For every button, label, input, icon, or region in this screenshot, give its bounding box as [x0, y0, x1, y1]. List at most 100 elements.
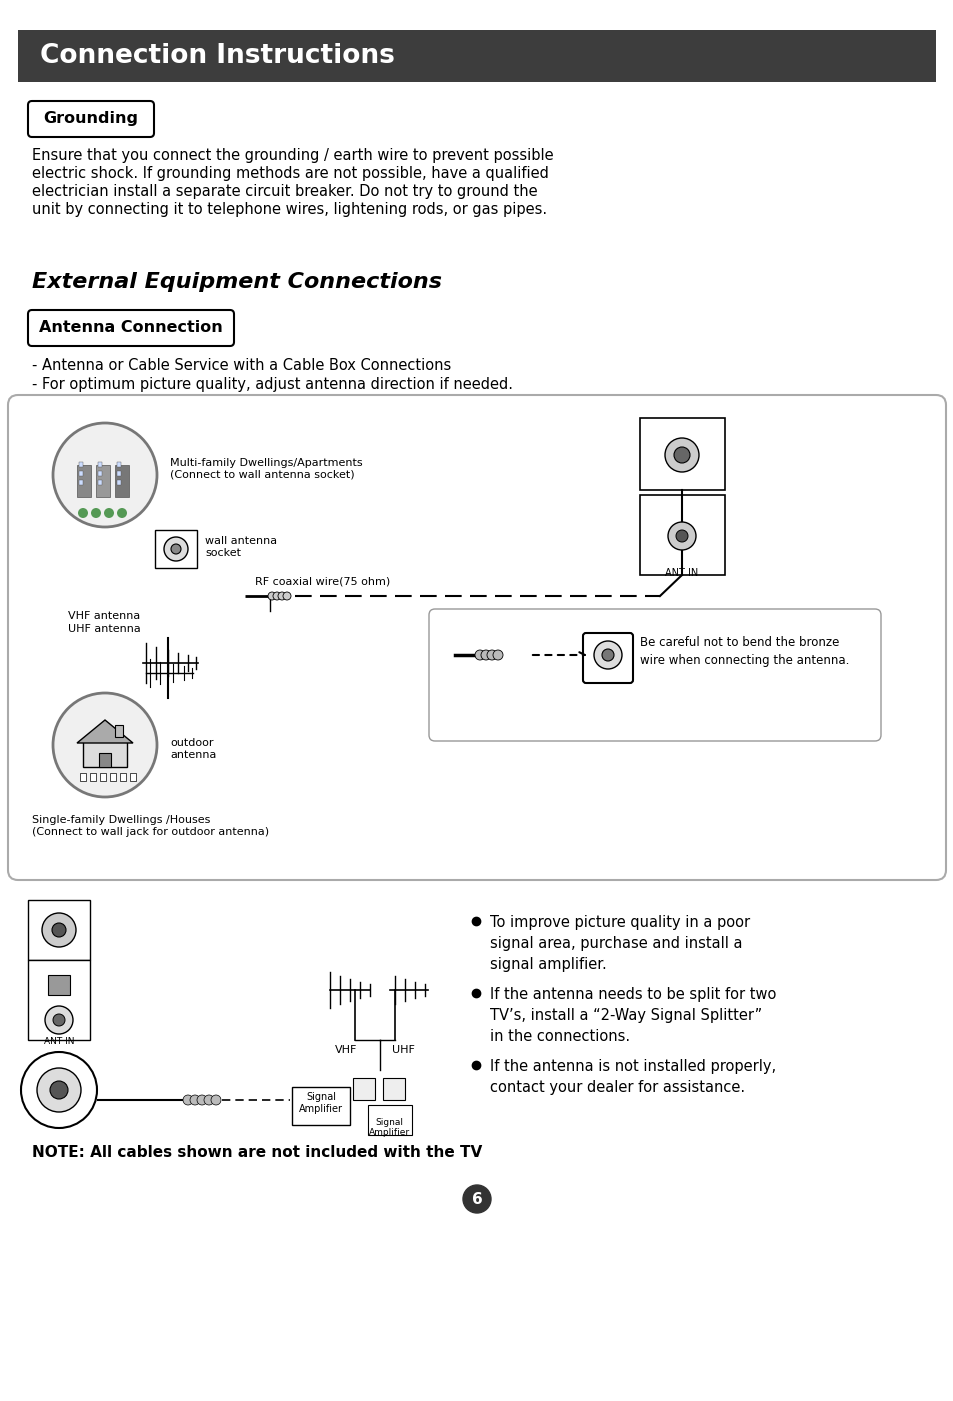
Circle shape — [211, 1096, 221, 1105]
Bar — [154, 530, 196, 567]
Bar — [98, 471, 102, 476]
Bar — [99, 752, 111, 766]
Circle shape — [190, 1096, 200, 1105]
Text: 6: 6 — [471, 1191, 482, 1206]
Text: wall antenna
socket: wall antenna socket — [205, 537, 276, 558]
Circle shape — [283, 593, 291, 600]
Bar — [117, 462, 121, 467]
Bar — [79, 481, 83, 485]
Circle shape — [171, 544, 181, 553]
FancyBboxPatch shape — [8, 395, 945, 880]
Circle shape — [164, 537, 188, 560]
Bar — [130, 773, 136, 780]
Circle shape — [204, 1096, 213, 1105]
Bar — [77, 465, 91, 497]
Circle shape — [91, 509, 101, 518]
Circle shape — [273, 593, 281, 600]
Circle shape — [196, 1096, 207, 1105]
Circle shape — [664, 439, 699, 472]
Bar — [96, 465, 110, 497]
Text: - Antenna or Cable Service with a Cable Box Connections: - Antenna or Cable Service with a Cable … — [32, 359, 451, 373]
Bar — [28, 899, 90, 960]
Text: If the antenna needs to be split for two
TV’s, install a “2-Way Signal Splitter”: If the antenna needs to be split for two… — [490, 986, 776, 1044]
FancyBboxPatch shape — [28, 101, 153, 137]
Bar — [98, 462, 102, 467]
Text: UHF: UHF — [392, 1045, 415, 1055]
Text: outdoor
antenna: outdoor antenna — [170, 738, 216, 759]
Bar — [292, 1087, 350, 1125]
Circle shape — [53, 693, 157, 797]
Bar — [83, 738, 127, 766]
Circle shape — [277, 593, 286, 600]
Bar — [100, 773, 106, 780]
Text: VHF: VHF — [335, 1045, 357, 1055]
FancyBboxPatch shape — [429, 609, 880, 741]
Bar — [98, 481, 102, 485]
Bar — [28, 960, 90, 1040]
Text: Connection Instructions: Connection Instructions — [40, 43, 395, 69]
Circle shape — [601, 649, 614, 661]
Bar — [115, 465, 129, 497]
FancyBboxPatch shape — [582, 633, 633, 684]
Circle shape — [42, 913, 76, 947]
Text: Be careful not to bend the bronze
wire when connecting the antenna.: Be careful not to bend the bronze wire w… — [639, 636, 848, 667]
Circle shape — [462, 1185, 491, 1213]
Bar — [368, 1105, 412, 1135]
Circle shape — [53, 423, 157, 527]
Circle shape — [53, 1014, 65, 1026]
Text: VHF antenna: VHF antenna — [68, 611, 140, 621]
Circle shape — [480, 650, 491, 660]
Text: If the antenna is not installed properly,
contact your dealer for assistance.: If the antenna is not installed properly… — [490, 1059, 776, 1096]
Circle shape — [104, 509, 113, 518]
Text: Antenna Connection: Antenna Connection — [39, 321, 223, 335]
Bar — [117, 481, 121, 485]
Circle shape — [50, 1082, 68, 1098]
Text: Ensure that you connect the grounding / earth wire to prevent possible: Ensure that you connect the grounding / … — [32, 149, 553, 163]
Text: NOTE: All cables shown are not included with the TV: NOTE: All cables shown are not included … — [32, 1145, 482, 1160]
Bar — [18, 29, 935, 83]
Bar — [382, 1077, 405, 1100]
Text: RF coaxial wire(75 ohm): RF coaxial wire(75 ohm) — [254, 577, 390, 587]
FancyBboxPatch shape — [28, 310, 233, 346]
Circle shape — [268, 593, 275, 600]
Circle shape — [45, 1006, 73, 1034]
Circle shape — [475, 650, 484, 660]
Bar — [79, 462, 83, 467]
Text: electrician install a separate circuit breaker. Do not try to ground the: electrician install a separate circuit b… — [32, 184, 537, 199]
Circle shape — [183, 1096, 193, 1105]
Circle shape — [117, 509, 127, 518]
Text: Grounding: Grounding — [44, 112, 138, 126]
Bar — [117, 471, 121, 476]
Text: ANT IN: ANT IN — [44, 1037, 74, 1047]
Text: electric shock. If grounding methods are not possible, have a qualified: electric shock. If grounding methods are… — [32, 165, 548, 181]
Bar — [353, 1077, 375, 1100]
Text: To improve picture quality in a poor
signal area, purchase and install a
signal : To improve picture quality in a poor sig… — [490, 915, 749, 972]
Circle shape — [673, 447, 689, 462]
Text: External Equipment Connections: External Equipment Connections — [32, 272, 441, 291]
Bar — [48, 975, 70, 995]
Text: Multi-family Dwellings/Apartments
(Connect to wall antenna socket): Multi-family Dwellings/Apartments (Conne… — [170, 458, 362, 479]
Bar — [120, 773, 126, 780]
Circle shape — [486, 650, 497, 660]
Circle shape — [493, 650, 502, 660]
Text: Signal
Amplifier: Signal Amplifier — [368, 1118, 409, 1136]
Bar — [79, 471, 83, 476]
Text: unit by connecting it to telephone wires, lightening rods, or gas pipes.: unit by connecting it to telephone wires… — [32, 202, 547, 217]
Circle shape — [21, 1052, 97, 1128]
Circle shape — [667, 523, 696, 551]
Circle shape — [676, 530, 687, 542]
Text: - For optimum picture quality, adjust antenna direction if needed.: - For optimum picture quality, adjust an… — [32, 377, 513, 392]
Polygon shape — [77, 720, 132, 743]
Text: Signal
Amplifier: Signal Amplifier — [298, 1091, 343, 1114]
Bar — [110, 773, 116, 780]
Text: Single-family Dwellings /Houses
(Connect to wall jack for outdoor antenna): Single-family Dwellings /Houses (Connect… — [32, 815, 269, 836]
Circle shape — [594, 642, 621, 670]
Circle shape — [37, 1068, 81, 1112]
Text: ANT IN: ANT IN — [664, 567, 698, 579]
Circle shape — [78, 509, 88, 518]
Bar — [639, 417, 724, 490]
Text: UHF antenna: UHF antenna — [68, 623, 141, 635]
Bar — [115, 724, 123, 737]
Circle shape — [52, 923, 66, 937]
Bar — [80, 773, 86, 780]
